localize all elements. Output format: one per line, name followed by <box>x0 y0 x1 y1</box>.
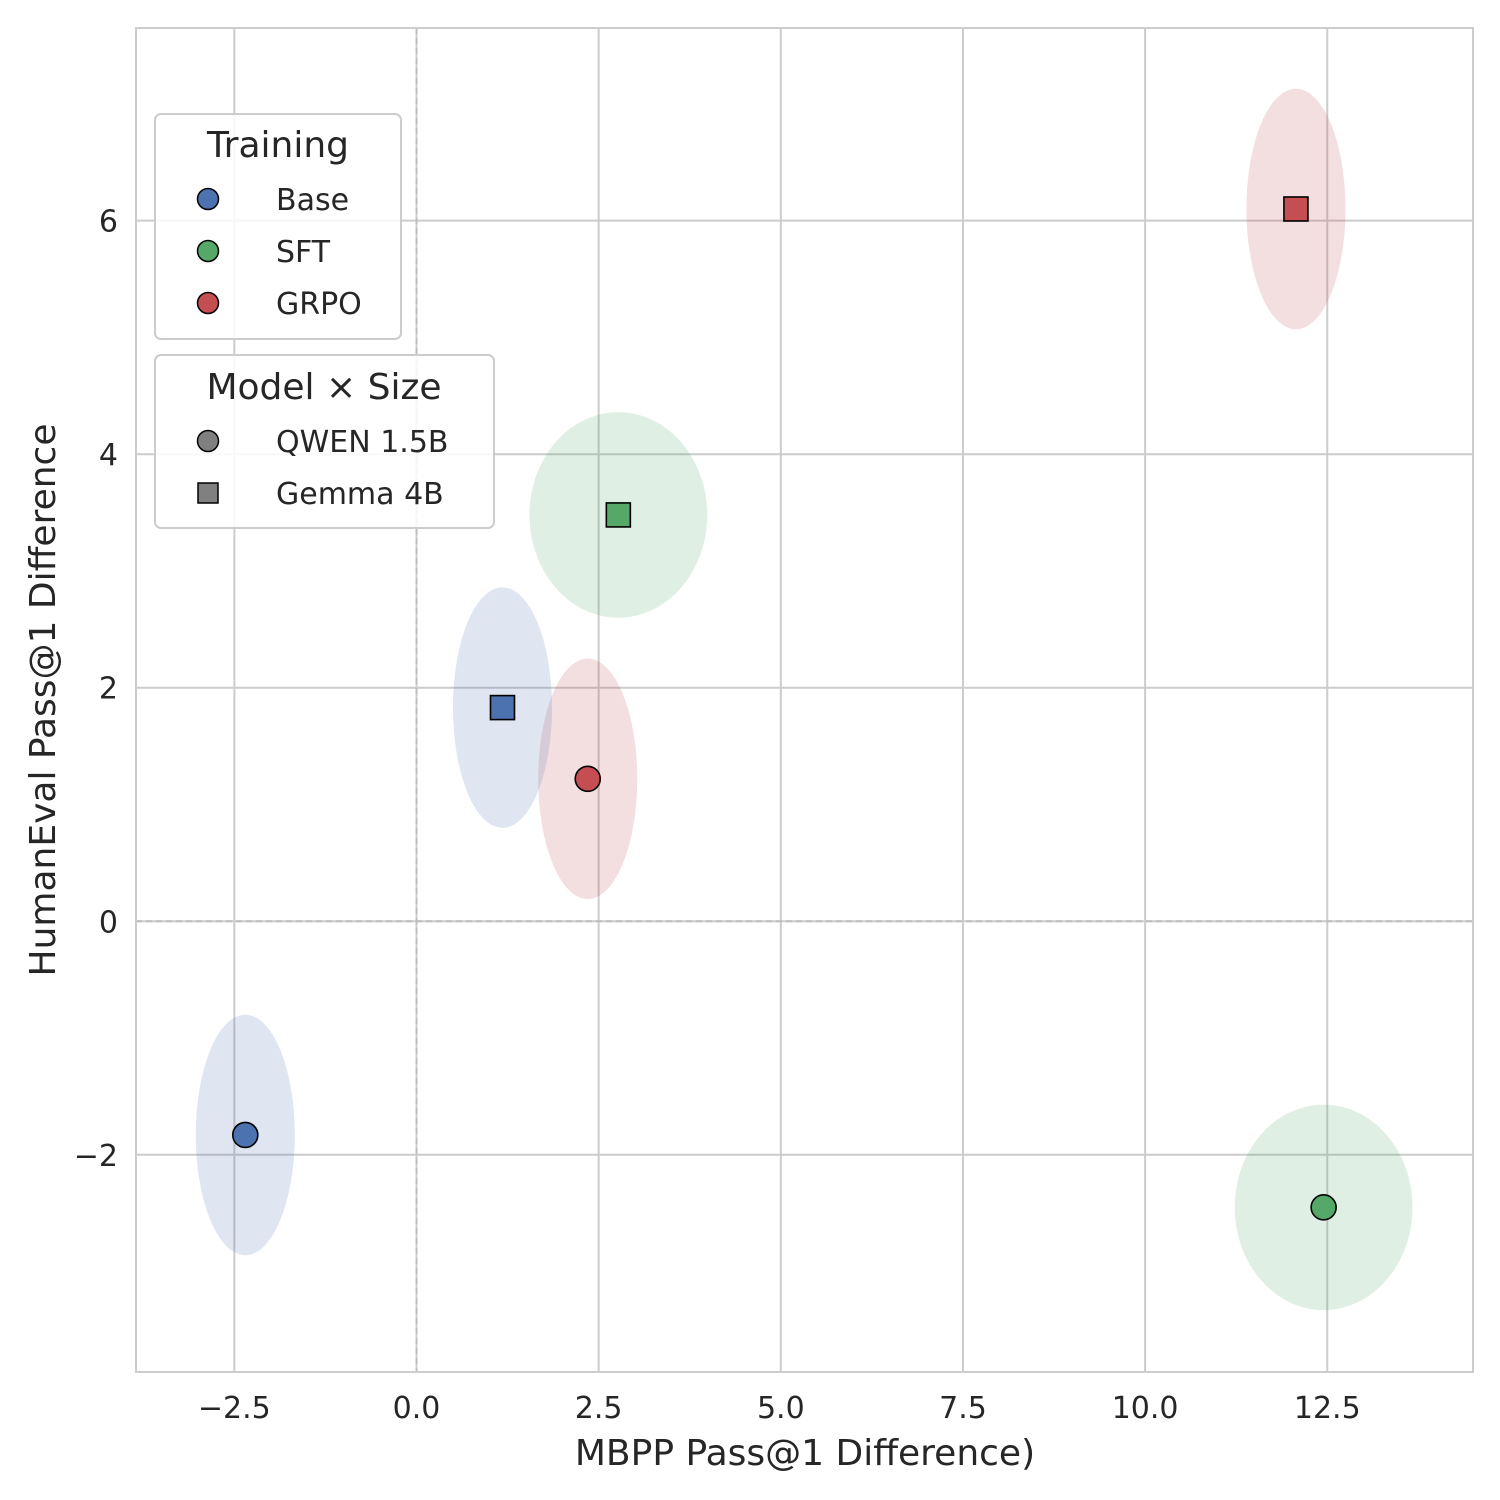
point-grpo-gemma-4b <box>1283 196 1309 222</box>
y-tick-label: 2 <box>99 672 118 707</box>
x-tick-label: 12.5 <box>1294 1391 1361 1426</box>
gridlines <box>136 28 1473 1372</box>
x-tick-label: 7.5 <box>939 1391 987 1426</box>
y-tick-label: 4 <box>99 438 118 473</box>
legend-training-box <box>154 113 402 340</box>
y-tick-label: −2 <box>74 1139 118 1174</box>
point-sft-gemma-4b <box>605 502 632 528</box>
y-tick-labels: −2 0 2 4 6 <box>74 205 118 1174</box>
legend-entry-gemma-4b-marker <box>197 482 219 504</box>
x-tick-label: 0.0 <box>393 1391 441 1426</box>
point-sft-qwen-1-5b <box>1310 1194 1337 1221</box>
legend-entry-sft-marker <box>196 239 220 263</box>
legend-entry-grpo-label: GRPO <box>276 287 362 322</box>
legend-model-size-box <box>154 354 495 529</box>
plot-frame <box>135 27 1474 1373</box>
x-tick-label: 5.0 <box>757 1391 805 1426</box>
legend-training-entries: Base SFT GRPO <box>196 183 362 322</box>
point-base-gemma-4b <box>489 694 516 721</box>
legend-entry-gemma-4b-label: Gemma 4B <box>276 477 444 512</box>
legend-training: Training Base SFT GRPO <box>154 113 402 340</box>
x-axis-label: MBPP Pass@1 Difference) <box>575 1433 1035 1474</box>
y-axis-label: HumanEval Pass@1 Difference <box>23 424 64 977</box>
legend-model-size-title: Model × Size <box>206 367 441 408</box>
legend-entry-base-label: Base <box>276 183 349 218</box>
legend-model-size-entries: QWEN 1.5B Gemma 4B <box>196 425 449 512</box>
legend-entry-grpo-marker <box>196 291 220 315</box>
point-grpo-qwen-1-5b <box>574 765 602 793</box>
x-tick-label: −2.5 <box>198 1391 271 1426</box>
legend-entry-qwen-1-5b-label: QWEN 1.5B <box>276 425 449 460</box>
y-tick-label: 0 <box>99 905 118 940</box>
legend-entry-base-marker <box>196 187 220 211</box>
data-points <box>231 196 1337 1221</box>
x-tick-label: 10.0 <box>1112 1391 1179 1426</box>
legend-training-title: Training <box>206 125 349 166</box>
legend-entry-qwen-1-5b-marker <box>196 429 220 453</box>
point-base-qwen-1-5b <box>231 1121 259 1149</box>
legend-entry-sft-label: SFT <box>276 235 331 270</box>
x-tick-label: 2.5 <box>575 1391 623 1426</box>
legend-model-size: Model × Size QWEN 1.5B Gemma 4B <box>154 354 495 529</box>
y-tick-label: 6 <box>99 205 118 240</box>
x-tick-labels: −2.5 0.0 2.5 5.0 7.5 10.0 12.5 <box>198 1391 1361 1426</box>
